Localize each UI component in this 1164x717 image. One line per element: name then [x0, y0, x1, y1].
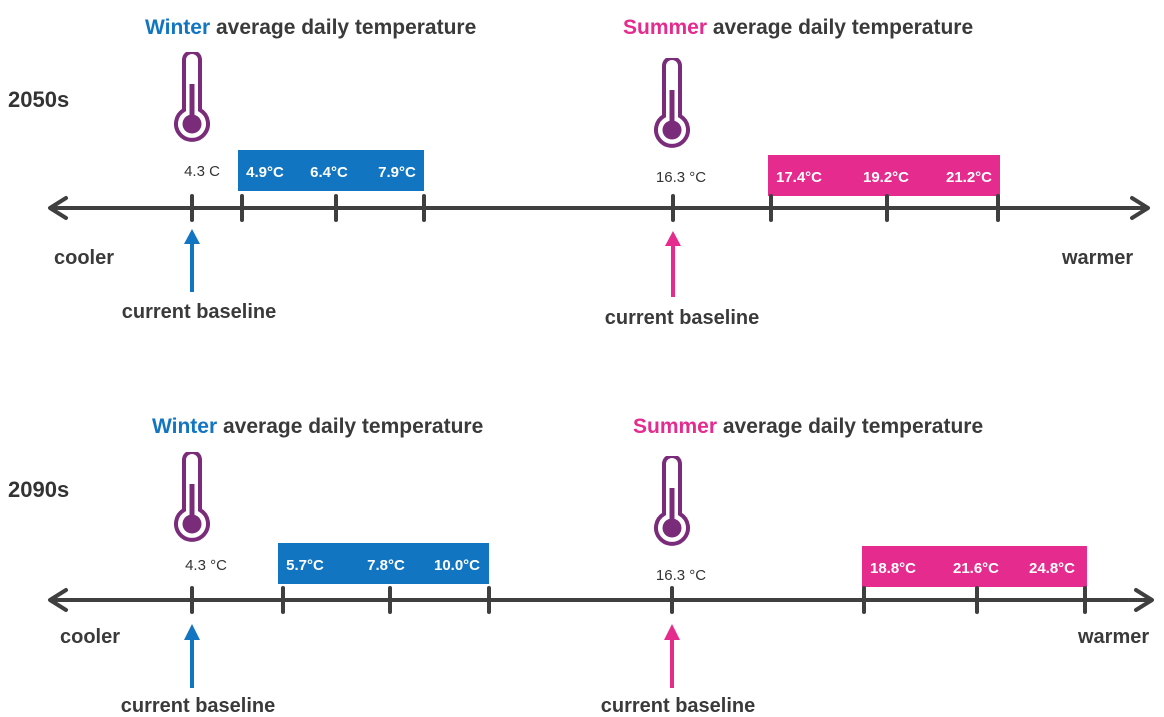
summer-projection-mid: 19.2°C: [863, 169, 909, 186]
winter-projection-mid: 7.8°C: [367, 557, 405, 574]
period-label: 2050s: [8, 87, 69, 112]
panel-2090s: 2090s Winter average daily temperature S…: [8, 415, 1154, 717]
temperature-axis: [48, 586, 1154, 614]
winter-projection-mid: 6.4°C: [310, 164, 348, 181]
summer-baseline-arrow: [664, 624, 680, 688]
winter-heading: Winter average daily temperature: [152, 415, 483, 438]
winter-baseline-caption: current baseline: [122, 301, 277, 323]
summer-projection-low: 17.4°C: [776, 169, 822, 186]
cooler-label: cooler: [60, 626, 120, 648]
summer-projection-high: 21.2°C: [946, 169, 992, 186]
winter-baseline-arrow: [184, 624, 200, 688]
winter-projection-low: 5.7°C: [286, 557, 324, 574]
winter-heading-highlight: Winter: [152, 415, 217, 438]
winter-projection-high: 7.9°C: [378, 164, 416, 181]
summer-projection-mid: 21.6°C: [953, 560, 999, 577]
summer-heading: Summer average daily temperature: [633, 415, 983, 438]
summer-thermometer-icon: [654, 58, 690, 148]
summer-heading-rest: average daily temperature: [717, 415, 983, 438]
winter-thermometer-icon: [174, 452, 210, 542]
warmer-label: warmer: [1077, 626, 1149, 648]
summer-baseline-value: 16.3 °C: [656, 169, 706, 186]
summer-baseline-caption: current baseline: [605, 307, 760, 329]
summer-baseline-caption: current baseline: [601, 695, 756, 717]
summer-heading-rest: average daily temperature: [707, 16, 973, 39]
cooler-label: cooler: [54, 247, 114, 269]
winter-heading-rest: average daily temperature: [210, 16, 476, 39]
warmer-label: warmer: [1061, 247, 1133, 269]
summer-baseline-arrow: [665, 231, 681, 297]
winter-heading: Winter average daily temperature: [145, 16, 476, 39]
winter-projection-low: 4.9°C: [246, 164, 284, 181]
panel-2050s: 2050s Winter average daily temperature S…: [8, 16, 1150, 329]
winter-heading-highlight: Winter: [145, 16, 210, 39]
winter-baseline-value: 4.3 C: [184, 163, 220, 180]
winter-thermometer-icon: [174, 52, 210, 142]
winter-baseline-value: 4.3 °C: [185, 557, 227, 574]
summer-heading: Summer average daily temperature: [623, 16, 973, 39]
summer-baseline-value: 16.3 °C: [656, 567, 706, 584]
temperature-axis: [48, 194, 1150, 222]
summer-thermometer-icon: [654, 456, 690, 546]
summer-projection-low: 18.8°C: [870, 560, 916, 577]
winter-projection-high: 10.0°C: [434, 557, 480, 574]
winter-projection-box: [278, 543, 489, 584]
summer-heading-highlight: Summer: [633, 415, 717, 438]
summer-projection-high: 24.8°C: [1029, 560, 1075, 577]
winter-baseline-arrow: [184, 229, 200, 292]
period-label: 2090s: [8, 477, 69, 502]
summer-projection-box: [862, 546, 1087, 587]
summer-heading-highlight: Summer: [623, 16, 707, 39]
winter-heading-rest: average daily temperature: [217, 415, 483, 438]
winter-projection-box: [238, 150, 424, 191]
winter-baseline-caption: current baseline: [121, 695, 276, 717]
summer-projection-box: [768, 155, 1000, 196]
